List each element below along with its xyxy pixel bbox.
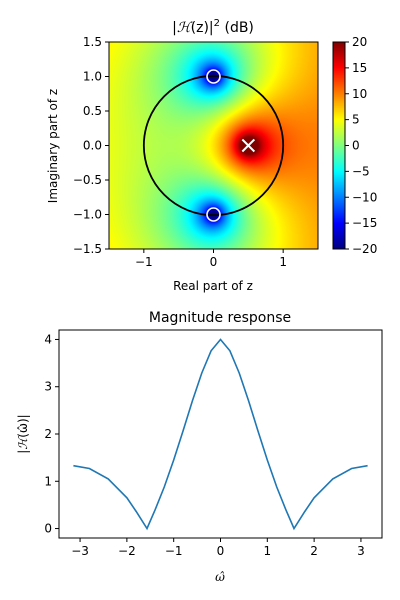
line-x-tick-label: 2 <box>310 544 318 558</box>
line-x-tick-label: −1 <box>165 544 183 558</box>
heatmap-y-tick-label: −1.0 <box>73 208 102 222</box>
line-x-tick-label: −3 <box>71 544 89 558</box>
colorbar-tick-label: 15 <box>352 61 367 75</box>
heatmap-x-tick-label: 0 <box>210 255 218 269</box>
colorbar-tick-label: −15 <box>352 216 377 230</box>
heatmap-y-tick-label: −1.5 <box>73 242 102 256</box>
colorbar <box>333 42 345 249</box>
heatmap-image <box>109 42 318 249</box>
line-x-tick-label: 0 <box>217 544 225 558</box>
colorbar-tick-label: −20 <box>352 242 377 256</box>
colorbar-ticks: 20 15 10 5 0 −5 −10 −15 −20 <box>345 35 377 256</box>
colorbar-tick-label: 10 <box>352 87 367 101</box>
heatmap-y-tick-label: 1.0 <box>83 70 102 84</box>
heatmap-y-tick-label: 0.5 <box>83 104 102 118</box>
line-y-ticks: 0 1 2 3 4 <box>44 332 59 535</box>
heatmap-title: |ℋ(z)|2 (dB) <box>172 18 254 36</box>
line-x-ticks: −3 −2 −1 0 1 2 3 <box>71 538 365 558</box>
line-y-tick-label: 4 <box>44 332 52 346</box>
heatmap-y-tick-label: 0.0 <box>83 139 102 153</box>
colorbar-tick-label: 5 <box>352 113 360 127</box>
colorbar-tick-label: 20 <box>352 35 367 49</box>
colorbar-tick-label: −10 <box>352 190 377 204</box>
heatmap-y-tick-label: −0.5 <box>73 173 102 187</box>
line-y-tick-label: 1 <box>44 474 52 488</box>
line-panel: Magnitude response −3 −2 −1 0 1 2 3 0 1 2 3 4 ω̂ |… <box>16 310 382 584</box>
heatmap-panel: |ℋ(z)|2 (dB) −1 0 1 1.51.00.50.0−0.5−1.0−1… <box>46 18 377 293</box>
colorbar-tick-label: 0 <box>352 139 360 153</box>
heatmap-x-tick-label: 1 <box>279 255 287 269</box>
heatmap-y-tick-label: 1.5 <box>83 35 102 49</box>
line-title: Magnitude response <box>149 310 291 326</box>
heatmap-x-tick-label: −1 <box>135 255 153 269</box>
line-x-tick-label: 1 <box>263 544 271 558</box>
line-x-tick-label: 3 <box>357 544 365 558</box>
line-y-tick-label: 0 <box>44 522 52 536</box>
colorbar-tick-label: −5 <box>352 164 370 178</box>
line-x-tick-label: −2 <box>118 544 136 558</box>
line-axes-frame <box>59 330 382 538</box>
line-y-tick-label: 2 <box>44 427 52 441</box>
line-y-tick-label: 3 <box>44 380 52 394</box>
heatmap-y-ticks: 1.5 1.0 0.5 0.0 −0.5 −1.0 −1.5 <box>73 35 109 256</box>
line-x-label: ω̂ <box>215 570 225 584</box>
heatmap-x-ticks: −1 0 1 <box>135 249 287 269</box>
heatmap-y-label: Imaginary part of z <box>46 89 60 203</box>
line-y-label: |ℋ(ω̂)| <box>16 414 30 453</box>
heatmap-x-label: Real part of z <box>173 279 253 293</box>
